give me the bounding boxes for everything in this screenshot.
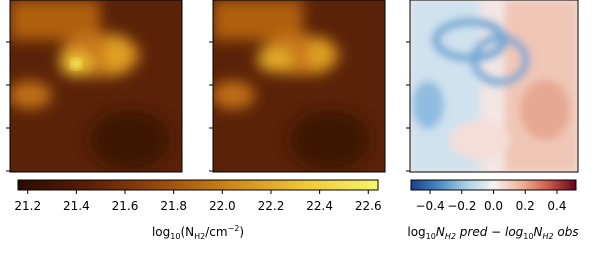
axis-ticks xyxy=(6,41,410,172)
colorbar-label: log10(NH2/cm−2) xyxy=(152,224,244,241)
tick-label: 21.4 xyxy=(63,199,90,213)
tick-label: −0.4 xyxy=(415,199,444,213)
colorbar-label: log10NH2 pred − log10NH2 obs xyxy=(407,225,578,241)
tick-label: 22.0 xyxy=(209,199,236,213)
tick-label: 22.2 xyxy=(258,199,285,213)
tick-label: 0.4 xyxy=(547,199,566,213)
tick-label: 22.6 xyxy=(355,199,382,213)
tick-label: 0.2 xyxy=(516,199,535,213)
tick-label: 22.4 xyxy=(306,199,333,213)
colorbar xyxy=(17,179,379,191)
tick-label: −0.2 xyxy=(447,199,476,213)
tick-label: 0.0 xyxy=(484,199,503,213)
colorbar xyxy=(410,179,577,191)
residual-map xyxy=(410,0,578,172)
observed-map xyxy=(10,0,182,172)
tick-label: 21.6 xyxy=(112,199,139,213)
tick-label: 21.8 xyxy=(160,199,187,213)
tick-label: 21.2 xyxy=(14,199,41,213)
predicted-map xyxy=(213,0,385,172)
